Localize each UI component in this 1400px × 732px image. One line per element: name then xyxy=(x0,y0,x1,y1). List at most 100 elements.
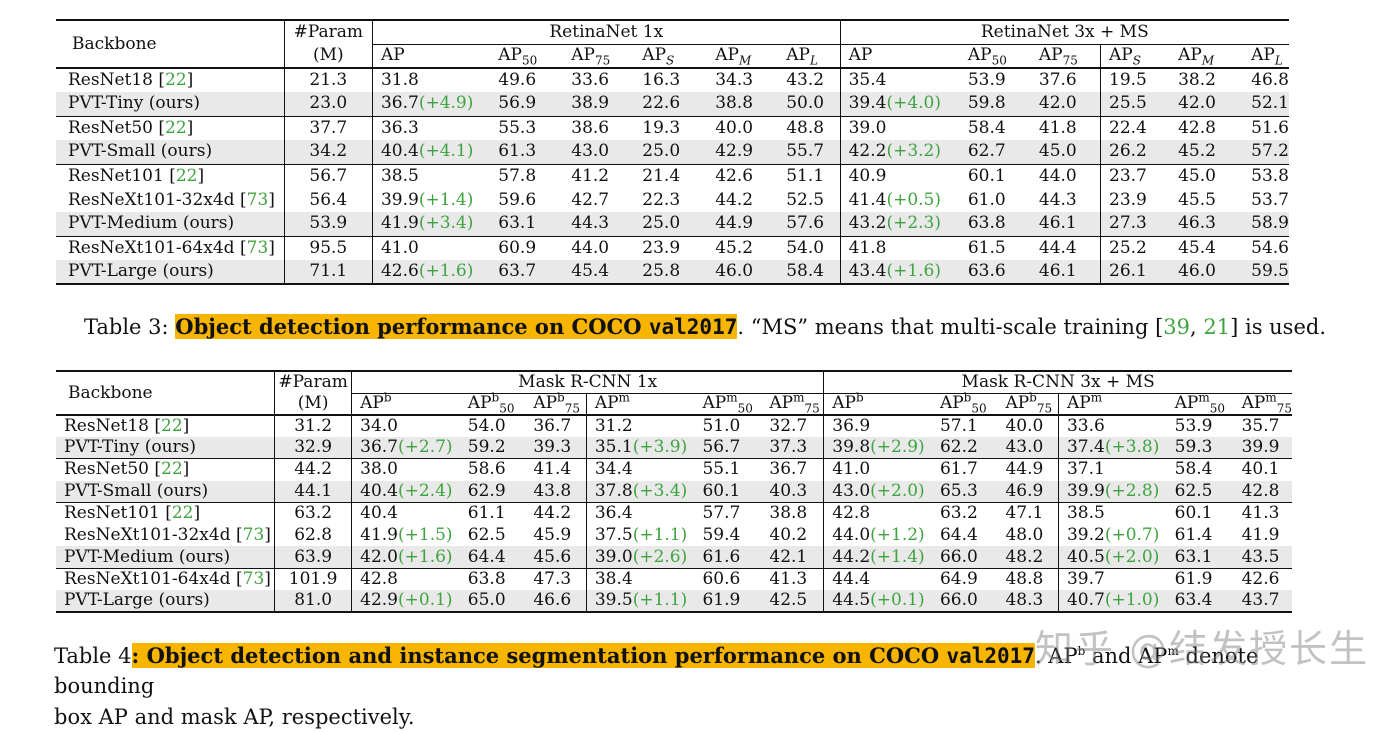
backbone-name: PVT-Tiny (ours) xyxy=(56,436,276,459)
param-count: 37.7 xyxy=(284,115,373,140)
metric-cell: 51.0 xyxy=(702,415,741,436)
metric-cell: 40.4(+2.4) xyxy=(360,480,453,501)
metric-cell: 55.3 xyxy=(490,115,564,140)
t3-caption-highlight: Object detection performance on COCO val… xyxy=(175,314,738,339)
citation-link[interactable]: 73 xyxy=(242,524,265,545)
param-count: 56.7 xyxy=(284,163,373,188)
metric-cell: 40.9 xyxy=(840,163,960,188)
t4-col-apm-3x: APm xyxy=(1058,392,1167,415)
backbone-name: ResNet18 [22] xyxy=(56,415,276,437)
gain-delta: (+0.1) xyxy=(870,590,925,611)
table-row: PVT-Tiny (ours) 23.0 36.7(+4.9) 56.9 38.9 22.… xyxy=(56,92,1289,116)
metric-cell: 22.4 xyxy=(1100,115,1171,140)
backbone-name: ResNet50 [22] xyxy=(56,115,285,140)
metric-cell: 40.3 xyxy=(761,480,825,503)
t4-col-apb75: APb75 xyxy=(525,392,587,415)
metric-cell: 53.7 xyxy=(1251,189,1289,210)
metric-cell: 42.8 xyxy=(1170,115,1244,140)
backbone-name: PVT-Medium (ours) xyxy=(56,546,276,569)
metric-cell: 44.4 xyxy=(823,567,932,591)
citation-link[interactable]: 22 xyxy=(175,165,198,186)
metric-cell: 43.4(+1.6) xyxy=(848,261,941,281)
t3-backbone-header: Backbone xyxy=(56,20,285,68)
metric-cell: 46.1 xyxy=(1030,260,1102,284)
citation-link[interactable]: 22 xyxy=(161,415,183,436)
gain-delta: (+1.6) xyxy=(418,261,474,281)
gain-delta: (+2.4) xyxy=(398,480,453,501)
metric-cell: 55.7 xyxy=(778,140,841,164)
metric-cell: 59.4 xyxy=(702,524,741,545)
t3-caption-cite-2[interactable]: 21 xyxy=(1203,315,1231,339)
metric-cell: 23.7 xyxy=(1100,163,1171,188)
citation-link[interactable]: 73 xyxy=(242,568,265,589)
t4-col-apm50: APm50 xyxy=(694,392,762,415)
citation-link[interactable]: 22 xyxy=(165,117,187,138)
metric-cell: 43.2 xyxy=(778,68,841,92)
gain-delta: (+3.2) xyxy=(886,141,941,162)
param-count: 71.1 xyxy=(284,260,373,284)
metric-cell: 59.3 xyxy=(1174,437,1213,458)
metric-cell: 27.3 xyxy=(1109,213,1147,234)
metric-cell: 40.4 xyxy=(351,502,460,525)
citation-link[interactable]: 22 xyxy=(171,503,194,524)
metric-cell: 39.7 xyxy=(1058,567,1167,591)
t3-col-aps-3x: APS xyxy=(1100,43,1171,68)
gain-delta: (+1.6) xyxy=(886,261,941,281)
citation-link[interactable]: 22 xyxy=(165,70,187,90)
metric-cell: 46.0 xyxy=(715,261,754,281)
citation-link[interactable]: 73 xyxy=(246,237,269,258)
metric-cell: 41.2 xyxy=(563,163,635,188)
backbone-name: PVT-Small (ours) xyxy=(56,480,276,503)
metric-cell: 38.0 xyxy=(351,458,460,481)
metric-cell: 36.7(+4.9) xyxy=(380,93,474,114)
metric-cell: 48.8 xyxy=(997,567,1059,591)
metric-cell: 39.0(+2.6) xyxy=(594,546,688,567)
gain-delta: (+3.9) xyxy=(632,437,688,458)
t4-col-apm75-3x: APm75 xyxy=(1233,392,1292,415)
metric-cell: 61.9 xyxy=(702,590,741,611)
metric-cell: 39.2(+0.7) xyxy=(1066,524,1160,545)
metric-cell: 63.2 xyxy=(931,502,998,525)
citation-link[interactable]: 73 xyxy=(246,189,269,210)
metric-cell: 37.4(+3.8) xyxy=(1066,437,1160,458)
t3-col-apm: APM xyxy=(707,43,779,68)
metric-cell: 42.0 xyxy=(1178,93,1216,114)
metric-cell: 41.3 xyxy=(761,567,825,591)
metric-cell: 52.5 xyxy=(778,188,841,212)
metric-cell: 39.3 xyxy=(525,436,587,459)
metric-cell: 58.4 xyxy=(778,260,841,284)
metric-cell: 57.1 xyxy=(939,415,978,436)
backbone-name: PVT-Large (ours) xyxy=(56,590,276,613)
metric-cell: 45.0 xyxy=(1170,163,1244,188)
metric-cell: 51.6 xyxy=(1243,115,1289,140)
metric-cell: 23.9 xyxy=(1109,189,1147,210)
gain-delta: (+2.6) xyxy=(632,546,688,567)
metric-cell: 41.9 xyxy=(1241,524,1280,545)
metric-cell: 25.0 xyxy=(642,141,681,162)
gain-delta: (+0.5) xyxy=(886,189,941,210)
metric-cell: 44.2 xyxy=(525,502,587,525)
metric-cell: 61.0 xyxy=(967,189,1006,210)
metric-cell: 34.3 xyxy=(715,70,754,90)
t4-col-apb-3x: APb xyxy=(823,392,932,415)
metric-cell: 39.4(+4.0) xyxy=(848,93,941,114)
metric-cell: 45.6 xyxy=(525,546,587,569)
table-row: PVT-Medium (ours) 53.9 41.9(+3.4) 63.1 44.3 2… xyxy=(56,212,1289,236)
table-row: PVT-Medium (ours) 63.9 42.0(+1.6) 64.4 45.6 3… xyxy=(56,546,1292,569)
metric-cell: 45.4 xyxy=(1170,235,1244,260)
t3-caption-cite-1[interactable]: 39 xyxy=(1163,315,1191,339)
metric-cell: 41.8 xyxy=(840,235,960,260)
metric-cell: 61.6 xyxy=(702,546,741,567)
metric-cell: 46.8 xyxy=(1251,70,1289,90)
metric-cell: 34.4 xyxy=(586,458,695,481)
metric-cell: 66.0 xyxy=(939,546,978,567)
metric-cell: 42.0(+1.6) xyxy=(360,546,453,567)
metric-cell: 42.6 xyxy=(707,163,779,188)
metric-cell: 41.0 xyxy=(823,458,932,481)
metric-cell: 63.8 xyxy=(459,567,526,591)
metric-cell: 63.8 xyxy=(967,213,1006,234)
metric-cell: 39.9(+2.8) xyxy=(1066,480,1160,501)
citation-link[interactable]: 22 xyxy=(161,459,183,480)
metric-cell: 36.7 xyxy=(761,458,825,481)
metric-cell: 44.3 xyxy=(1030,188,1102,212)
